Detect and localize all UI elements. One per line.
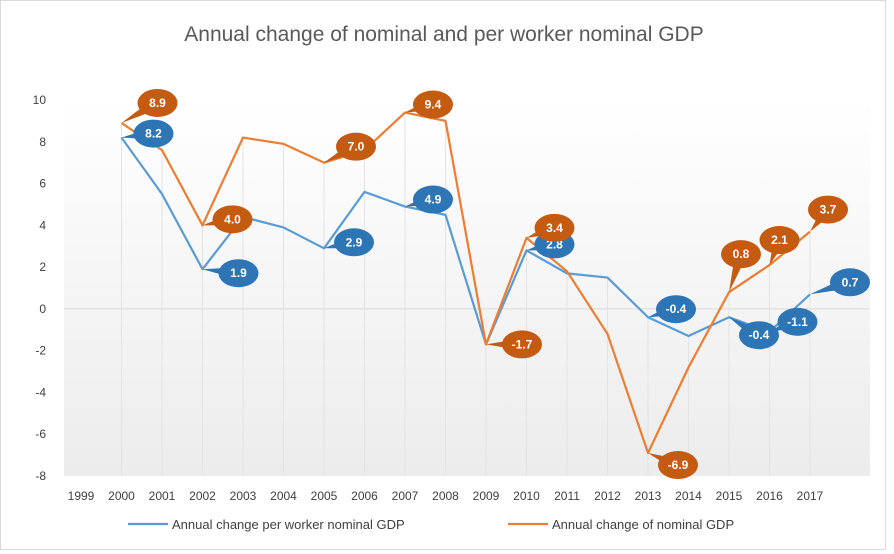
data-label-series-1: 1.9 — [202, 259, 259, 288]
label-bubble — [502, 330, 542, 359]
label-bubble — [777, 307, 818, 336]
label-bubble — [739, 321, 779, 350]
x-tick-label: 2004 — [270, 489, 297, 503]
x-tick-label: 2015 — [716, 489, 743, 503]
x-tick-label: 2003 — [230, 489, 257, 503]
data-label-text: 9.4 — [425, 98, 442, 112]
label-bubble — [759, 226, 800, 255]
data-label-series-1: 2.9 — [324, 228, 374, 257]
data-label-text: 2.1 — [771, 233, 788, 247]
data-label-text: 0.7 — [842, 275, 859, 289]
label-bubble — [658, 451, 698, 480]
data-label-series-2: -6.9 — [648, 451, 698, 480]
data-labels: 8.21.92.94.92.8-0.4-0.4-1.10.78.94.07.09… — [121, 88, 870, 480]
y-tick-label: 6 — [39, 177, 46, 191]
y-tick-label: -6 — [35, 427, 46, 441]
y-tick-label: -2 — [35, 344, 46, 358]
x-tick-label: 2016 — [756, 489, 783, 503]
data-label-series-2: 2.1 — [759, 226, 800, 266]
x-tick-label: 2002 — [189, 489, 216, 503]
x-tick-label: 2009 — [473, 489, 500, 503]
series-line-2 — [120, 111, 811, 455]
y-tick-label: -4 — [35, 385, 46, 399]
data-label-series-2: 3.4 — [526, 213, 575, 242]
x-tick-label: 2007 — [392, 489, 419, 503]
x-tick-label: 1999 — [68, 489, 95, 503]
data-label-series-1: 0.7 — [810, 268, 870, 297]
label-bubble — [336, 132, 376, 161]
plot-background — [64, 100, 870, 476]
y-axis: -8 -6 -4 -2 0 2 4 6 8 10 — [33, 93, 47, 483]
data-label-series-1: 8.2 — [121, 119, 174, 148]
data-label-text: -6.9 — [668, 458, 689, 472]
y-tick-label: 10 — [33, 93, 47, 107]
data-label-text: 8.9 — [149, 96, 166, 110]
y-tick-label: -8 — [35, 469, 46, 483]
chart-title: Annual change of nominal and per worker … — [184, 23, 704, 46]
x-axis: 1999 2000 2001 2002 2003 2004 2005 2006 2007 2008… — [68, 489, 824, 503]
data-label-series-2: 4.0 — [202, 205, 253, 234]
x-tick-label: 2012 — [594, 489, 621, 503]
y-tick-label: 4 — [39, 218, 46, 232]
legend: Annual change per worker nominal GDP Annu… — [128, 517, 734, 532]
y-tick-label: 2 — [39, 260, 46, 274]
x-tick-label: 2001 — [149, 489, 176, 503]
data-label-series-2: 9.4 — [405, 90, 453, 119]
label-bubble — [830, 268, 870, 297]
label-bubble — [413, 185, 453, 214]
data-label-text: 4.9 — [425, 193, 442, 207]
x-tick-label: 2006 — [351, 489, 378, 503]
x-tick-label: 2000 — [108, 489, 135, 503]
data-label-text: -0.4 — [666, 302, 687, 316]
label-bubble — [534, 213, 575, 242]
label-bubble — [212, 205, 253, 234]
label-bubble — [808, 195, 848, 224]
legend-item-nominal: Annual change of nominal GDP — [508, 517, 734, 532]
data-label-series-2: 0.8 — [721, 240, 761, 293]
data-label-series-1: -0.4 — [648, 295, 696, 324]
data-label-text: -1.1 — [787, 315, 808, 329]
x-tick-label: 2010 — [513, 489, 540, 503]
data-label-text: 1.9 — [230, 266, 247, 280]
x-tick-label: 2014 — [675, 489, 702, 503]
label-bubble — [137, 88, 178, 117]
legend-label: Annual change per worker nominal GDP — [172, 517, 405, 532]
data-label-series-1: 4.9 — [405, 185, 453, 214]
x-tick-label: 2017 — [797, 489, 824, 503]
data-label-text: 3.4 — [546, 221, 563, 235]
data-label-series-2: 7.0 — [324, 132, 376, 163]
data-label-text: 4.0 — [224, 212, 241, 226]
data-label-text: 8.2 — [145, 127, 162, 141]
label-bubble — [133, 119, 174, 148]
x-tick-label: 2011 — [554, 489, 580, 503]
data-label-series-2: 8.9 — [121, 88, 178, 123]
label-bubble — [656, 295, 696, 324]
x-tick-label: 2005 — [311, 489, 338, 503]
data-label-text: 0.8 — [733, 247, 750, 261]
data-label-text: -0.4 — [749, 328, 770, 342]
data-label-text: 7.0 — [348, 140, 365, 154]
y-tick-label: 0 — [39, 302, 46, 316]
data-label-text: 3.7 — [820, 203, 837, 217]
data-label-series-2: 3.7 — [808, 195, 848, 232]
data-label-text: -1.7 — [512, 337, 533, 351]
plot-area — [64, 100, 870, 476]
x-tick-label: 2008 — [432, 489, 459, 503]
legend-item-per-worker: Annual change per worker nominal GDP — [128, 517, 405, 532]
label-bubble — [413, 90, 453, 119]
data-label-series-2: -1.7 — [486, 330, 542, 359]
x-tick-label: 2013 — [635, 489, 662, 503]
data-label-series-1: -1.1 — [769, 307, 818, 336]
label-bubble — [218, 259, 259, 288]
label-bubble — [334, 228, 374, 257]
data-label-text: 2.9 — [346, 235, 363, 249]
label-bubble — [721, 240, 761, 269]
data-label-series-1: -0.4 — [729, 317, 779, 350]
legend-label: Annual change of nominal GDP — [552, 517, 734, 532]
y-tick-label: 8 — [39, 135, 46, 149]
